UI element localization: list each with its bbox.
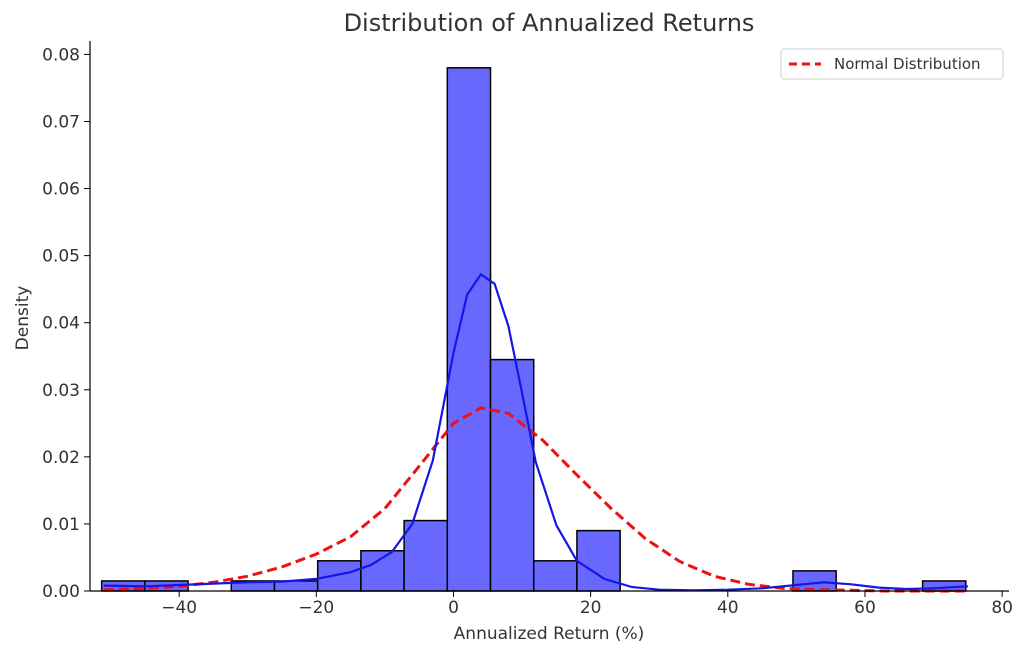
x-tick-label: −20 [298,598,334,618]
y-axis-label: Density [13,286,33,351]
legend: Normal Distribution [780,48,1004,80]
x-tick-label: 60 [854,598,876,618]
chart-title: Distribution of Annualized Returns [344,9,755,37]
histogram-bar [532,560,578,592]
normal-distribution-line [103,406,968,593]
y-tick-label: 0.04 [42,314,80,334]
y-tick-label: 0.08 [42,45,80,65]
y-tick-label: 0.06 [42,180,80,200]
x-tick-label: 80 [991,598,1013,618]
x-tick-label: −40 [161,598,197,618]
curve-lines [103,273,968,593]
y-tick-label: 0.05 [42,247,80,267]
y-tick-label: 0.07 [42,112,80,132]
x-tick-label: 0 [448,598,459,618]
axes: −40 −20 0 20 40 60 80 0.00 0.01 0.02 0.03 0.04 0.05 0… [42,41,1013,618]
y-tick-label: 0.03 [42,381,80,401]
legend-box [780,48,1004,80]
x-tick-label: 20 [580,598,602,618]
y-tick-label: 0.00 [42,582,80,602]
x-tick-label: 40 [717,598,739,618]
x-axis-label: Annualized Return (%) [454,624,645,644]
histogram-bars [100,67,967,592]
histogram-bar [489,358,535,592]
y-tick-label: 0.01 [42,515,80,535]
legend-label: Normal Distribution [834,55,981,73]
kde-line [103,273,968,592]
histogram-bar [316,560,362,592]
y-tick-label: 0.02 [42,448,80,468]
histogram-bar [403,519,449,592]
histogram-bar [446,67,492,592]
